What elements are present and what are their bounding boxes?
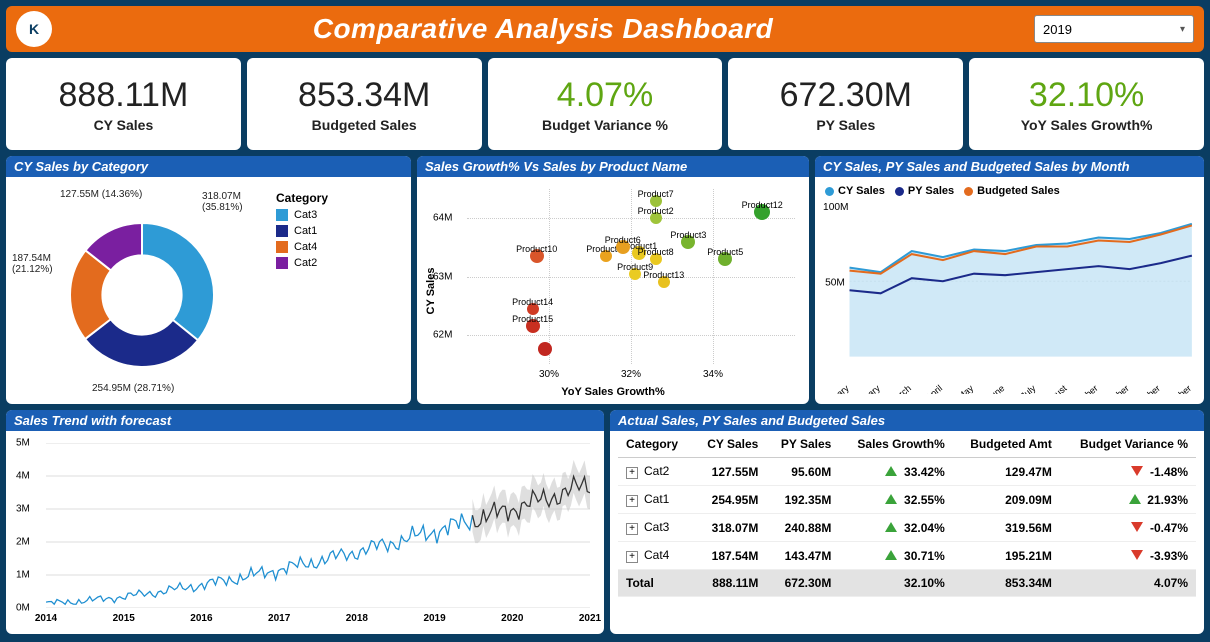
table-row[interactable]: +Cat3 318.07M240.88M 32.04% 319.56M -0.4… [618, 514, 1196, 542]
scatter-point-label: Product13 [643, 270, 684, 280]
kpi-value: 4.07% [557, 76, 653, 115]
svg-text:January: January [821, 383, 851, 394]
expand-icon[interactable]: + [626, 551, 638, 563]
scatter-point[interactable] [538, 342, 552, 356]
arrow-up-icon [885, 466, 897, 476]
arrow-down-icon [1131, 466, 1143, 476]
donut-legend: Category Cat3 Cat1 Cat4 Cat2 [272, 183, 405, 404]
panel-donut-title: CY Sales by Category [6, 156, 411, 177]
panel-scatter: Sales Growth% Vs Sales by Product Name C… [417, 156, 809, 404]
donut-slice-label: 127.55M (14.36%) [60, 189, 142, 200]
kpi-card: 888.11M CY Sales [6, 58, 241, 150]
panel-donut: CY Sales by Category 318.07M(35.81%) 254.… [6, 156, 411, 404]
donut-slice-label: 187.54M(21.12%) [12, 253, 53, 275]
monthly-legend: CY Sales PY Sales Budgeted Sales [821, 183, 1198, 199]
svg-text:March: March [887, 383, 913, 394]
chevron-down-icon: ▾ [1180, 24, 1185, 35]
kpi-row: 888.11M CY Sales853.34M Budgeted Sales4.… [6, 58, 1204, 150]
arrow-up-icon [885, 550, 897, 560]
donut-slice-label: 318.07M(35.81%) [202, 191, 243, 213]
donut-chart: 318.07M(35.81%) 254.95M (28.71%) 187.54M(2… [12, 183, 272, 404]
arrow-up-icon [1129, 494, 1141, 504]
legend-item[interactable]: Cat2 [276, 257, 405, 269]
table-total-row: Total888.11M672.30M32.10%853.34M4.07% [618, 570, 1196, 597]
legend-item[interactable]: Budgeted Sales [964, 185, 1060, 197]
dashboard-root: K Comparative Analysis Dashboard 2019 ▾ … [0, 0, 1210, 642]
table-header[interactable]: Budgeted Amt [953, 431, 1060, 458]
scatter-point-label: Product3 [670, 230, 706, 240]
scatter-point-label: Product8 [638, 247, 674, 257]
kpi-value: 672.30M [780, 76, 912, 115]
table-header[interactable]: CY Sales [693, 431, 767, 458]
scatter-point-label: Product2 [638, 206, 674, 216]
table-header[interactable]: Budget Variance % [1060, 431, 1196, 458]
arrow-down-icon [1131, 522, 1143, 532]
arrow-up-icon [885, 494, 897, 504]
legend-item[interactable]: Cat3 [276, 209, 405, 221]
svg-text:July: July [1019, 383, 1038, 394]
svg-text:February: February [847, 383, 882, 394]
svg-text:June: June [985, 383, 1007, 394]
panel-forecast: Sales Trend with forecast 0M1M2M3M4M5M20… [6, 410, 604, 634]
panel-table-title: Actual Sales, PY Sales and Budgeted Sale… [610, 410, 1204, 431]
table-row[interactable]: +Cat2 127.55M95.60M 33.42% 129.47M -1.48… [618, 458, 1196, 486]
expand-icon[interactable]: + [626, 467, 638, 479]
monthly-chart: 100M 50M JanuaryFebruary March April May June J… [821, 199, 1198, 394]
kpi-label: YoY Sales Growth% [1021, 117, 1153, 133]
svg-text:50M: 50M [825, 277, 845, 288]
scatter-point-label: Product12 [742, 200, 783, 210]
kpi-label: Budget Variance % [542, 117, 668, 133]
legend-item[interactable]: CY Sales [825, 185, 885, 197]
kpi-card: 32.10% YoY Sales Growth% [969, 58, 1204, 150]
table-header[interactable]: Category [618, 431, 693, 458]
kpi-value: 888.11M [59, 76, 189, 115]
kpi-card: 672.30M PY Sales [728, 58, 963, 150]
kpi-label: CY Sales [94, 117, 154, 133]
scatter-plot: 30%32%34%62M63M64MProduct12Product7Produ… [467, 189, 795, 364]
table-header[interactable]: PY Sales [766, 431, 839, 458]
legend-item[interactable]: Cat4 [276, 241, 405, 253]
scatter-point-label: Product10 [516, 244, 557, 254]
legend-item[interactable]: PY Sales [895, 185, 954, 197]
kpi-label: PY Sales [816, 117, 875, 133]
legend-item[interactable]: Cat1 [276, 225, 405, 237]
year-select[interactable]: 2019 ▾ [1034, 15, 1194, 43]
scatter-point-label: Product7 [638, 189, 674, 199]
table-header[interactable]: Sales Growth% [839, 431, 952, 458]
page-title: Comparative Analysis Dashboard [62, 13, 1024, 45]
expand-icon[interactable]: + [626, 495, 638, 507]
panel-table: Actual Sales, PY Sales and Budgeted Sale… [610, 410, 1204, 634]
svg-text:May: May [956, 383, 976, 394]
kpi-label: Budgeted Sales [312, 117, 417, 133]
forecast-chart: 0M1M2M3M4M5M2014201520162017201820192020… [46, 443, 590, 608]
arrow-up-icon [885, 522, 897, 532]
scatter-point-label: Product14 [512, 297, 553, 307]
arrow-down-icon [1131, 550, 1143, 560]
panel-monthly-title: CY Sales, PY Sales and Budgeted Sales by… [815, 156, 1204, 177]
donut-legend-title: Category [276, 191, 405, 205]
panel-forecast-title: Sales Trend with forecast [6, 410, 604, 431]
sales-table: CategoryCY SalesPY SalesSales Growth%Bud… [618, 431, 1196, 597]
year-select-value: 2019 [1043, 22, 1072, 37]
kpi-value: 32.10% [1029, 76, 1144, 115]
topbar: K Comparative Analysis Dashboard 2019 ▾ [6, 6, 1204, 52]
panel-monthly: CY Sales, PY Sales and Budgeted Sales by… [815, 156, 1204, 404]
kpi-card: 4.07% Budget Variance % [488, 58, 723, 150]
logo-icon: K [16, 11, 52, 47]
svg-text:August: August [1040, 383, 1069, 394]
table-row[interactable]: +Cat1 254.95M192.35M 32.55% 209.09M 21.9… [618, 486, 1196, 514]
kpi-card: 853.34M Budgeted Sales [247, 58, 482, 150]
expand-icon[interactable]: + [626, 523, 638, 535]
donut-slice-label: 254.95M (28.71%) [92, 383, 174, 394]
scatter-point-label: Product15 [512, 314, 553, 324]
kpi-value: 853.34M [298, 76, 430, 115]
panel-scatter-title: Sales Growth% Vs Sales by Product Name [417, 156, 809, 177]
svg-text:October: October [1100, 383, 1131, 394]
scatter-point-label: Product6 [605, 235, 641, 245]
scatter-point-label: Product5 [707, 247, 743, 257]
svg-text:100M: 100M [823, 202, 848, 213]
svg-text:April: April [924, 383, 944, 394]
scatter-xlabel: YoY Sales Growth% [561, 386, 665, 398]
table-row[interactable]: +Cat4 187.54M143.47M 30.71% 195.21M -3.9… [618, 542, 1196, 570]
